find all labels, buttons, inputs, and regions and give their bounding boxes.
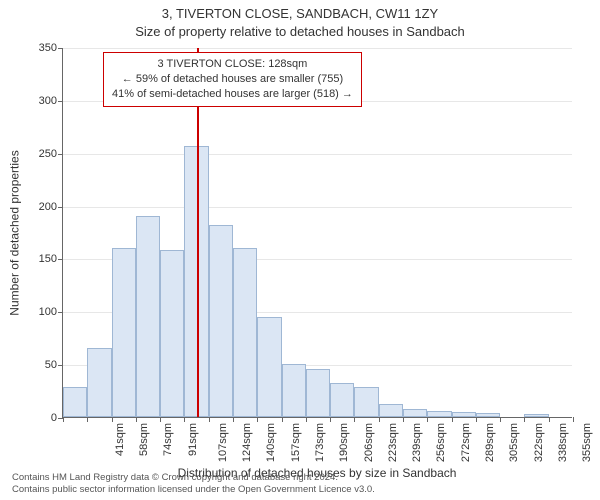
x-tick: [233, 417, 234, 422]
histogram-bar: [233, 248, 257, 417]
histogram-bar: [306, 369, 330, 417]
y-axis-title-text: Number of detached properties: [8, 150, 22, 315]
histogram-bar: [354, 387, 378, 417]
x-tick: [63, 417, 64, 422]
x-tick-label: 124sqm: [241, 423, 253, 462]
y-tick-label: 0: [51, 412, 63, 424]
x-tick-label: 173sqm: [314, 423, 326, 462]
x-tick: [136, 417, 137, 422]
histogram-bar: [476, 413, 500, 417]
x-tick: [452, 417, 453, 422]
x-tick: [209, 417, 210, 422]
x-tick: [427, 417, 428, 422]
x-tick-label: 239sqm: [411, 423, 423, 462]
footer-line-1: Contains HM Land Registry data © Crown c…: [12, 472, 588, 484]
x-tick: [573, 417, 574, 422]
histogram-bar: [427, 411, 451, 417]
x-tick: [379, 417, 380, 422]
x-tick: [524, 417, 525, 422]
histogram-bar: [112, 248, 136, 417]
x-tick-label: 74sqm: [162, 423, 174, 456]
x-tick-label: 41sqm: [114, 423, 126, 456]
y-tick-label: 250: [39, 148, 63, 160]
histogram-bar: [87, 348, 111, 417]
x-tick: [160, 417, 161, 422]
y-tick-label: 50: [45, 359, 63, 371]
histogram-bar: [282, 364, 306, 417]
callout-line: ← 59% of detached houses are smaller (75…: [112, 72, 353, 87]
x-tick-label: 223sqm: [387, 423, 399, 462]
x-tick: [330, 417, 331, 422]
y-tick-label: 350: [39, 42, 63, 54]
x-tick-label: 355sqm: [581, 423, 593, 462]
grid-line: [63, 154, 572, 155]
x-tick: [354, 417, 355, 422]
x-tick-label: 272sqm: [460, 423, 472, 462]
x-tick-label: 157sqm: [290, 423, 302, 462]
histogram-bar: [403, 409, 427, 417]
chart-title: 3, TIVERTON CLOSE, SANDBACH, CW11 1ZY: [0, 6, 600, 21]
grid-line: [63, 48, 572, 49]
y-tick-label: 150: [39, 253, 63, 265]
x-tick-label: 206sqm: [363, 423, 375, 462]
histogram-bar: [209, 225, 233, 417]
x-tick: [257, 417, 258, 422]
callout-box: 3 TIVERTON CLOSE: 128sqm← 59% of detache…: [103, 52, 362, 107]
grid-line: [63, 207, 572, 208]
plot-area: 05010015020025030035041sqm58sqm74sqm91sq…: [62, 48, 572, 418]
x-tick-label: 58sqm: [138, 423, 150, 456]
footer-line-2: Contains public sector information licen…: [12, 484, 588, 496]
histogram-bar: [257, 317, 281, 417]
histogram-bar: [379, 404, 403, 417]
x-tick: [184, 417, 185, 422]
histogram-bar: [330, 383, 354, 417]
x-tick: [87, 417, 88, 422]
x-tick-label: 289sqm: [484, 423, 496, 462]
x-tick-label: 190sqm: [338, 423, 350, 462]
chart-subtitle: Size of property relative to detached ho…: [0, 24, 600, 39]
x-tick: [112, 417, 113, 422]
x-tick-label: 256sqm: [435, 423, 447, 462]
x-tick: [500, 417, 501, 422]
x-tick: [306, 417, 307, 422]
histogram-bar: [136, 216, 160, 417]
x-tick: [476, 417, 477, 422]
x-tick: [282, 417, 283, 422]
y-tick-label: 300: [39, 95, 63, 107]
x-tick-label: 91sqm: [187, 423, 199, 456]
histogram-bar: [524, 414, 548, 417]
y-axis-title: Number of detached properties: [8, 48, 22, 418]
chart-footer: Contains HM Land Registry data © Crown c…: [12, 472, 588, 496]
x-tick-label: 305sqm: [508, 423, 520, 462]
y-tick-label: 200: [39, 201, 63, 213]
x-tick: [549, 417, 550, 422]
x-tick-label: 322sqm: [533, 423, 545, 462]
x-tick: [403, 417, 404, 422]
histogram-bar: [452, 412, 476, 417]
callout-line: 3 TIVERTON CLOSE: 128sqm: [112, 57, 353, 72]
histogram-bar: [63, 387, 87, 417]
y-tick-label: 100: [39, 306, 63, 318]
callout-line: 41% of semi-detached houses are larger (…: [112, 87, 353, 102]
x-tick-label: 338sqm: [557, 423, 569, 462]
histogram-bar: [160, 250, 184, 417]
x-tick-label: 107sqm: [217, 423, 229, 462]
chart-container: 3, TIVERTON CLOSE, SANDBACH, CW11 1ZY Si…: [0, 0, 600, 500]
x-tick-label: 140sqm: [265, 423, 277, 462]
